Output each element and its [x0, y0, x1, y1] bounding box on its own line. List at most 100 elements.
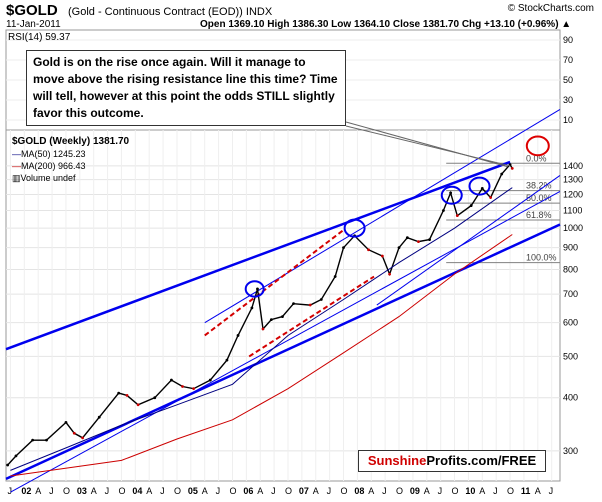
- y-tick-label: 800: [563, 264, 578, 274]
- x-tick-label: J: [382, 486, 387, 496]
- y-tick-label: 1100: [563, 206, 582, 216]
- price-point: [319, 298, 323, 301]
- ma200-line: [10, 234, 513, 477]
- x-tick-label: 09: [410, 486, 420, 496]
- x-tick-label: O: [174, 486, 181, 496]
- price-point: [225, 358, 229, 362]
- price-point: [449, 191, 453, 195]
- x-tick-label: J: [271, 486, 276, 496]
- x-tick-label: O: [63, 486, 70, 496]
- price-point: [72, 431, 76, 435]
- resistance-touch-circle: [440, 185, 463, 205]
- x-tick-label: A: [424, 486, 430, 496]
- legend-ma50: —MA(50) 1245.23: [12, 149, 86, 159]
- price-point: [342, 246, 345, 250]
- x-tick-label: J: [49, 486, 54, 496]
- x-tick-label: J: [105, 486, 110, 496]
- resistance-touch-circle: [343, 218, 366, 238]
- y-tick-label: 500: [563, 351, 578, 361]
- target-circle: [525, 135, 550, 157]
- x-tick-label: 04: [132, 486, 142, 496]
- x-tick-label: O: [396, 486, 403, 496]
- price-point: [480, 186, 484, 190]
- resistance-touch-circle: [468, 176, 491, 196]
- x-tick-label: A: [35, 486, 41, 496]
- rising-support-line: [376, 175, 561, 306]
- price-point: [64, 421, 68, 424]
- rsi-tick-label: 50: [563, 75, 573, 85]
- price-point: [6, 463, 10, 467]
- upper-resistance-line: [5, 160, 511, 351]
- fib-label: 50.0%: [526, 193, 552, 203]
- price-point: [397, 246, 401, 250]
- x-tick-label: O: [341, 486, 348, 496]
- fib-label: 61.8%: [526, 210, 552, 220]
- fib-label: 38.2%: [526, 181, 552, 191]
- y-tick-label: 700: [563, 289, 578, 299]
- x-tick-label: O: [229, 486, 236, 496]
- fibonacci-levels: 0.0% 38.2% 50.0% 61.8% 100.0%: [446, 153, 560, 264]
- price-point: [500, 172, 504, 176]
- y-tick-label: 1400: [563, 161, 583, 171]
- x-tick-label: J: [7, 486, 12, 496]
- x-tick-label: 02: [21, 486, 31, 496]
- price-point: [469, 204, 473, 207]
- price-panel: [5, 129, 561, 482]
- x-tick-label: 10: [465, 486, 475, 496]
- annotations: [244, 121, 550, 298]
- brand-label: © StockCharts.com: [507, 3, 594, 14]
- x-tick-label: O: [285, 486, 292, 496]
- y-tick-label: 400: [563, 393, 578, 403]
- symbol-title: $GOLD: [6, 2, 58, 19]
- rsi-tick-label: 10: [563, 115, 573, 125]
- price-point: [281, 315, 284, 319]
- chart-date: 11-Jan-2011: [6, 19, 61, 30]
- y-tick-label: 300: [563, 446, 578, 456]
- ohlc-readout: Open 1369.10 High 1386.30 Low 1364.10 Cl…: [200, 19, 572, 30]
- y-tick-label: 900: [563, 243, 578, 253]
- x-tick-label: J: [327, 486, 332, 496]
- dashed-trend-upper: [204, 229, 345, 337]
- symbol-description: (Gold - Continuous Contract (EOD)) INDX: [68, 6, 273, 18]
- price-point: [181, 385, 184, 388]
- y-tick-label: 600: [563, 318, 578, 328]
- x-tick-label: A: [257, 486, 263, 496]
- x-tick-label: O: [118, 486, 125, 496]
- x-axis: J 02 A J O 03 A J O 04 A J O 05 A J O 06 A J O 07 A J O 08 A J O 09 A J…: [7, 486, 553, 496]
- legend-title: $GOLD (Weekly) 1381.70: [12, 136, 130, 147]
- y-tick-label: 1000: [563, 223, 583, 233]
- price-point: [31, 438, 35, 442]
- price-point: [153, 396, 157, 400]
- x-tick-label: 06: [243, 486, 253, 496]
- fib-label: 0.0%: [526, 153, 547, 163]
- price-point: [256, 287, 259, 291]
- price-point: [208, 378, 212, 382]
- x-tick-label: O: [507, 486, 514, 496]
- price-point: [269, 318, 273, 322]
- price-point: [250, 306, 254, 310]
- price-point: [428, 238, 431, 242]
- data-series: [6, 163, 514, 477]
- annotation-callout: Gold is on the rise once again. Will it …: [26, 50, 346, 126]
- price-point: [81, 436, 85, 440]
- x-tick-label: A: [202, 486, 208, 496]
- legend: $GOLD (Weekly) 1381.70 —MA(50) 1245.23 —…: [12, 136, 129, 184]
- x-tick-label: 11: [521, 486, 531, 496]
- x-tick-label: J: [549, 486, 554, 496]
- x-tick-label: A: [479, 486, 485, 496]
- x-tick-label: A: [91, 486, 97, 496]
- price-point: [388, 272, 391, 276]
- price-point: [417, 240, 420, 244]
- price-point: [236, 334, 240, 337]
- price-point: [45, 438, 48, 442]
- price-point: [125, 394, 129, 397]
- x-tick-label: A: [368, 486, 374, 496]
- x-tick-label: J: [493, 486, 498, 496]
- ma50-line: [10, 187, 513, 471]
- inner-channel-line: [10, 190, 561, 493]
- price-point: [380, 254, 384, 258]
- price-point: [192, 387, 196, 391]
- y-axis: 300 400 500 600 700 800 900 1000 1100 1200 1300 140…: [563, 35, 583, 456]
- price-point: [489, 196, 493, 199]
